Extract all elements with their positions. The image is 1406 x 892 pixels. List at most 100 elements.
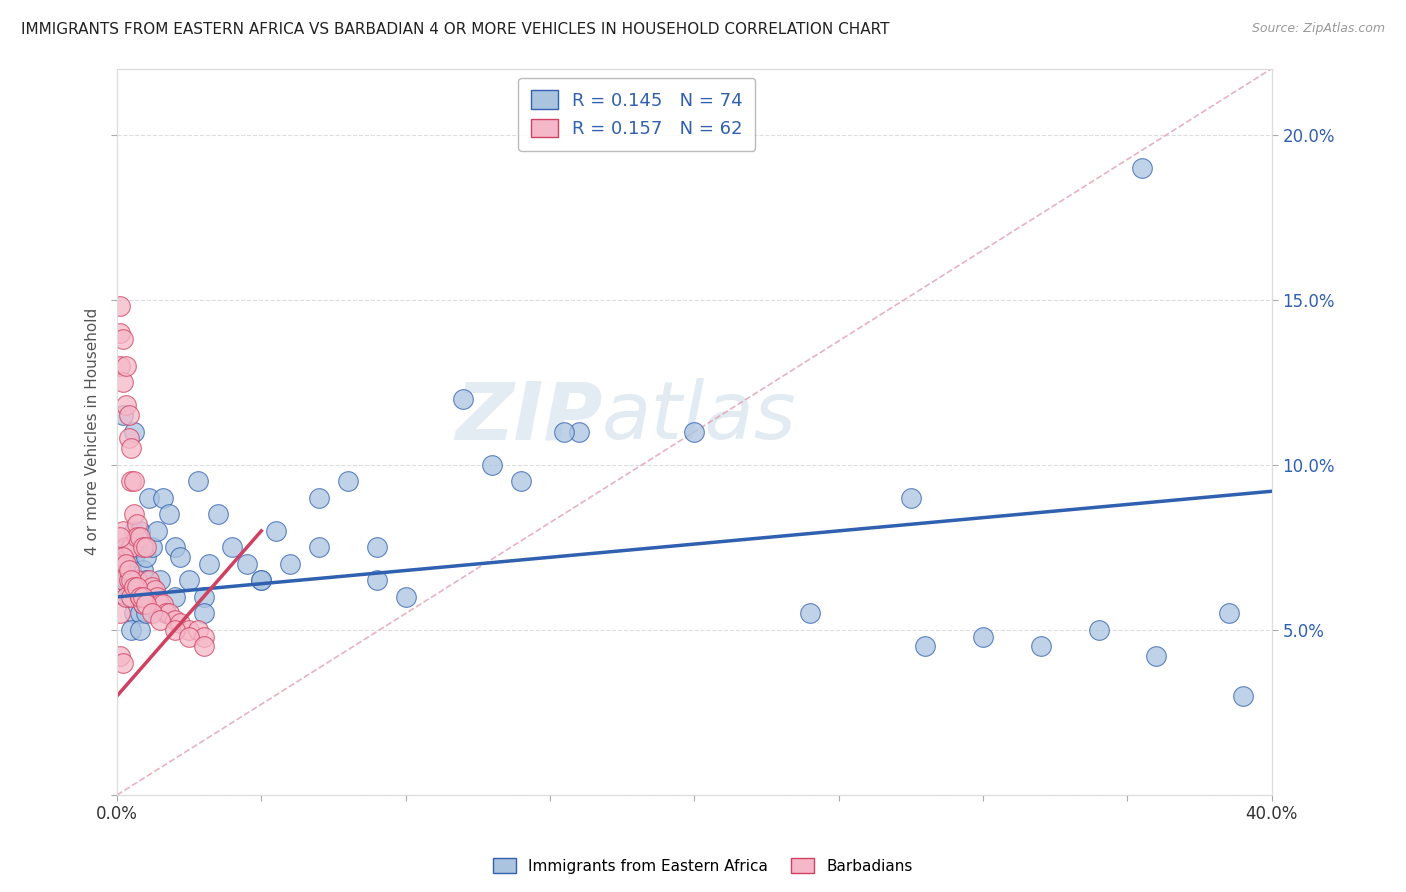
Point <box>553 425 575 439</box>
Point <box>149 597 172 611</box>
Point <box>135 607 157 621</box>
Point <box>1087 623 1109 637</box>
Point <box>155 607 177 621</box>
Point <box>117 431 139 445</box>
Point <box>120 623 142 637</box>
Point <box>250 574 273 588</box>
Point <box>108 299 131 313</box>
Point <box>135 597 157 611</box>
Point <box>117 564 139 578</box>
Point <box>117 409 139 423</box>
Point <box>114 557 136 571</box>
Point <box>111 524 134 538</box>
Point <box>179 630 201 644</box>
Point <box>127 517 149 532</box>
Point <box>129 531 152 545</box>
Point <box>124 508 146 522</box>
Text: atlas: atlas <box>602 378 797 457</box>
Legend: Immigrants from Eastern Africa, Barbadians: Immigrants from Eastern Africa, Barbadia… <box>486 852 920 880</box>
Point <box>149 597 172 611</box>
Point <box>117 574 139 588</box>
Point <box>1130 161 1153 175</box>
Point <box>236 557 259 571</box>
Point <box>129 607 152 621</box>
Point <box>395 590 418 604</box>
Point <box>169 616 191 631</box>
Point <box>683 425 706 439</box>
Point <box>132 541 155 555</box>
Point <box>193 640 215 654</box>
Point <box>278 557 301 571</box>
Point <box>108 649 131 664</box>
Point <box>152 491 174 505</box>
Point <box>138 574 160 588</box>
Point <box>163 623 186 637</box>
Point <box>120 590 142 604</box>
Point <box>117 547 139 561</box>
Point <box>193 630 215 644</box>
Point <box>169 550 191 565</box>
Point <box>120 541 142 555</box>
Point <box>193 607 215 621</box>
Point <box>568 425 591 439</box>
Point <box>117 590 139 604</box>
Point <box>143 583 166 598</box>
Point <box>127 541 149 555</box>
Point <box>129 590 152 604</box>
Point <box>157 508 180 522</box>
Point <box>141 580 163 594</box>
Point <box>149 574 172 588</box>
Point <box>114 359 136 373</box>
Point <box>221 541 243 555</box>
Point <box>127 531 149 545</box>
Point <box>108 326 131 340</box>
Point <box>149 613 172 627</box>
Point <box>108 564 131 578</box>
Point <box>135 590 157 604</box>
Text: IMMIGRANTS FROM EASTERN AFRICA VS BARBADIAN 4 OR MORE VEHICLES IN HOUSEHOLD CORR: IMMIGRANTS FROM EASTERN AFRICA VS BARBAD… <box>21 22 890 37</box>
Point <box>124 607 146 621</box>
Point <box>111 376 134 390</box>
Point <box>187 623 209 637</box>
Point <box>453 392 475 406</box>
Point <box>187 475 209 489</box>
Point <box>179 623 201 637</box>
Point <box>114 541 136 555</box>
Point <box>135 574 157 588</box>
Point <box>120 564 142 578</box>
Point <box>120 541 142 555</box>
Point <box>111 550 134 565</box>
Text: Source: ZipAtlas.com: Source: ZipAtlas.com <box>1251 22 1385 36</box>
Point <box>132 564 155 578</box>
Point <box>120 475 142 489</box>
Point <box>308 541 330 555</box>
Point <box>120 442 142 456</box>
Point <box>135 541 157 555</box>
Point <box>127 574 149 588</box>
Point <box>799 607 821 621</box>
Point <box>127 583 149 598</box>
Point <box>124 425 146 439</box>
Point <box>120 583 142 598</box>
Point <box>108 531 131 545</box>
Point <box>108 359 131 373</box>
Point <box>132 597 155 611</box>
Point <box>135 550 157 565</box>
Point <box>900 491 922 505</box>
Y-axis label: 4 or more Vehicles in Household: 4 or more Vehicles in Household <box>86 308 100 556</box>
Point <box>127 580 149 594</box>
Point <box>366 541 388 555</box>
Point <box>336 475 359 489</box>
Point <box>114 574 136 588</box>
Point <box>124 580 146 594</box>
Point <box>1029 640 1052 654</box>
Point <box>141 607 163 621</box>
Point <box>114 590 136 604</box>
Point <box>114 590 136 604</box>
Legend: R = 0.145   N = 74, R = 0.157   N = 62: R = 0.145 N = 74, R = 0.157 N = 62 <box>517 78 755 151</box>
Point <box>163 613 186 627</box>
Point <box>193 590 215 604</box>
Point <box>198 557 221 571</box>
Point <box>111 656 134 670</box>
Point <box>179 574 201 588</box>
